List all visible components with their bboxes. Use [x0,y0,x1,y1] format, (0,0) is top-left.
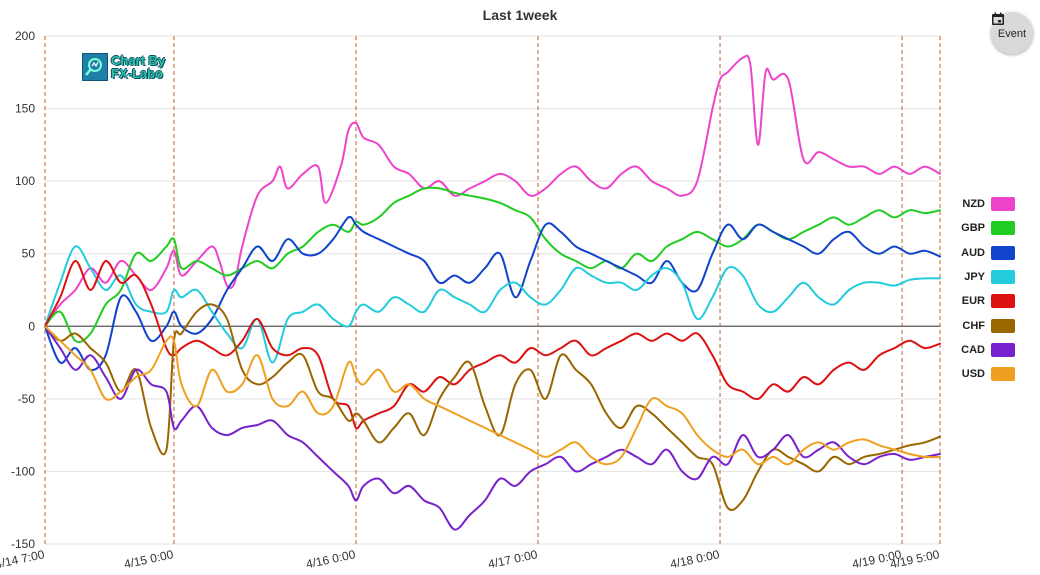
legend-item-cad[interactable]: CAD [940,342,1015,358]
series-line-aud [44,215,941,372]
legend-label: USD [961,368,985,381]
legend-swatch [991,221,1015,236]
time-dividers [44,36,941,544]
series-line-cad [44,325,941,531]
series-layer [44,54,941,531]
x-tick-label: 4/18 0:00 [669,547,721,571]
legend-label: GBP [961,222,985,235]
logo-text: Chart By FX-Labo [111,54,165,80]
legend-swatch [991,197,1015,211]
y-tick-label: -50 [18,392,36,406]
y-axis-ticks: -150 -100 -50 0 50 100 150 200 [11,29,35,551]
legend-label: NZD [962,198,985,210]
legend-item-jpy[interactable]: JPY [940,269,1015,285]
y-tick-label: 150 [15,102,35,116]
series-line-eur [44,259,941,430]
x-axis-ticks: 4/14 7:00 4/15 0:00 4/16 0:00 4/17 0:00 4/18… [0,547,941,571]
legend-item-eur[interactable]: EUR [940,293,1015,309]
grid-layer [45,35,940,545]
legend-item-aud[interactable]: AUD [940,245,1015,261]
legend-label: CAD [961,343,985,356]
y-tick-label: 0 [28,319,35,333]
series-line-usd [44,325,941,466]
legend-label: AUD [961,246,985,259]
x-tick-label: 4/14 7:00 [0,547,46,571]
legend-swatch [991,367,1015,382]
y-tick-label: -100 [11,464,35,478]
legend-swatch [991,245,1015,260]
event-button-label: Event [997,27,1027,40]
chart-title: Last 1week [482,7,558,23]
series-line-gbp [44,186,941,344]
event-button[interactable]: Event [991,12,1033,54]
legend-swatch [991,269,1015,284]
series-line-chf [44,303,941,511]
series-line-nzd [44,54,941,328]
legend-item-nzd[interactable]: NZD [940,196,1015,212]
legend-swatch [991,342,1015,357]
y-tick-label: 100 [15,174,35,188]
x-tick-label: 4/15 0:00 [123,547,175,571]
legend-swatch [991,318,1015,333]
legend-item-usd[interactable]: USD [940,366,1015,382]
series-line-jpy [44,245,941,364]
legend-item-gbp[interactable]: GBP [940,220,1015,236]
legend-item-chf[interactable]: CHF [940,318,1015,334]
x-tick-label: 4/17 0:00 [487,547,539,571]
logo-line-2: FX-Labo [111,66,163,81]
y-tick-label: -150 [11,537,35,551]
logo-line-1: Chart By [111,53,166,68]
legend-label: CHF [962,319,985,332]
y-tick-label: 200 [15,29,35,43]
chart-magnifier-icon [82,53,108,81]
fx-labo-logo: Chart By FX-Labo [82,52,165,82]
legend-label: EUR [961,295,985,308]
legend-label: JPY [964,270,985,283]
x-tick-label: 4/16 0:00 [305,547,357,571]
legend-swatch [991,294,1015,309]
y-tick-label: 50 [22,247,36,261]
